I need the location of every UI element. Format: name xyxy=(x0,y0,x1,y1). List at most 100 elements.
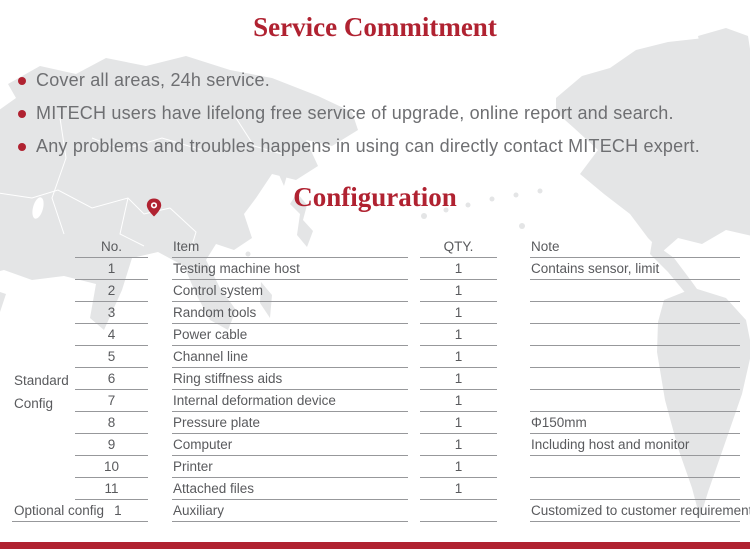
map-island xyxy=(465,202,471,208)
table-row: 5 Channel line 1 xyxy=(12,346,740,368)
cell-qty: 1 xyxy=(420,258,497,280)
red-dot-icon xyxy=(18,76,26,85)
col-gap xyxy=(148,346,172,368)
table-row: 9 Computer 1 Including host and monitor xyxy=(12,434,740,456)
col-gap xyxy=(497,280,530,302)
cell-qty: 1 xyxy=(420,280,497,302)
map-eurasia xyxy=(0,56,358,330)
header-item: Item xyxy=(172,236,408,258)
cell-qty: 1 xyxy=(420,302,497,324)
cell-note xyxy=(530,280,740,302)
map-island xyxy=(443,207,449,213)
col-gap xyxy=(148,434,172,456)
col-gap xyxy=(497,346,530,368)
service-bullet-list: Cover all areas, 24h service. MITECH user… xyxy=(18,64,700,163)
red-dot-icon xyxy=(18,142,26,151)
optional-group-label: Optional config xyxy=(14,503,105,518)
group-label-line: Standard xyxy=(14,373,69,388)
cell-note: Contains sensor, limit xyxy=(530,258,740,280)
col-gap xyxy=(408,390,420,412)
col-gap xyxy=(148,390,172,412)
bullet-item: Cover all areas, 24h service. xyxy=(18,64,700,97)
map-island xyxy=(519,223,525,229)
cell-group xyxy=(12,324,75,346)
table-row: Optional config 1 Auxiliary Customized to c… xyxy=(12,500,750,522)
col-gap xyxy=(408,434,420,456)
cell-note xyxy=(530,478,740,500)
cell-item: Auxiliary xyxy=(172,500,408,522)
cell-no: 6 xyxy=(75,368,148,390)
map-north-america xyxy=(556,38,750,252)
cell-group xyxy=(12,258,75,280)
table-row: 8 Pressure plate 1 Φ150mm xyxy=(12,412,740,434)
col-gap xyxy=(148,302,172,324)
cell-note xyxy=(530,456,740,478)
cell-group xyxy=(12,346,75,368)
location-pin-icon xyxy=(146,198,162,217)
cell-group xyxy=(12,434,75,456)
cell-item: Power cable xyxy=(172,324,408,346)
map-africa-sliver xyxy=(0,292,6,312)
header-group-spacer xyxy=(12,236,75,258)
configuration-title: Configuration xyxy=(293,182,457,212)
cell-no: 1 xyxy=(114,503,122,518)
table-row: 1 Testing machine host 1 Contains sensor, l… xyxy=(12,258,740,280)
cell-no: 2 xyxy=(75,280,148,302)
table-row: 6 Ring stiffness aids 1 xyxy=(12,368,740,390)
cell-qty: 1 xyxy=(420,434,497,456)
map-island xyxy=(513,192,519,198)
table-row: 3 Random tools 1 xyxy=(12,302,740,324)
col-gap xyxy=(497,258,530,280)
cell-item: Channel line xyxy=(172,346,408,368)
col-gap xyxy=(148,478,172,500)
bullet-text: MITECH users have lifelong free service … xyxy=(36,103,674,123)
map-philippines xyxy=(260,282,272,318)
cell-no: 7 xyxy=(75,390,148,412)
col-gap xyxy=(408,258,420,280)
cell-item: Testing machine host xyxy=(172,258,408,280)
col-gap xyxy=(148,258,172,280)
cell-qty: 1 xyxy=(420,346,497,368)
configuration-table: No. Item QTY. Note 1 Testing machine host… xyxy=(12,236,750,522)
cell-note xyxy=(530,368,740,390)
cell-group xyxy=(12,302,75,324)
cell-qty: 1 xyxy=(420,324,497,346)
col-gap xyxy=(148,324,172,346)
col-gap xyxy=(408,280,420,302)
col-gap xyxy=(408,302,420,324)
map-country-borders xyxy=(0,117,283,253)
table-row: 10 Printer 1 xyxy=(12,456,740,478)
map-island xyxy=(537,188,543,194)
map-caspian-sea xyxy=(32,197,44,219)
col-gap xyxy=(148,368,172,390)
cell-note xyxy=(530,302,740,324)
cell-group xyxy=(12,368,75,390)
bottom-accent-bar xyxy=(0,542,750,549)
bullet-text: Cover all areas, 24h service. xyxy=(36,70,270,90)
col-gap xyxy=(497,434,530,456)
cell-no: 11 xyxy=(75,478,148,500)
service-commitment-title: Service Commitment xyxy=(253,12,497,42)
cell-group xyxy=(12,412,75,434)
table-row: 4 Power cable 1 xyxy=(12,324,740,346)
col-gap xyxy=(497,456,530,478)
col-gap xyxy=(408,500,420,522)
col-gap xyxy=(408,368,420,390)
cell-qty: 1 xyxy=(420,478,497,500)
red-dot-icon xyxy=(18,109,26,118)
map-japan xyxy=(290,193,313,247)
col-gap xyxy=(497,412,530,434)
cell-qty: 1 xyxy=(420,412,497,434)
header-note: Note xyxy=(530,236,740,258)
group-label-line: Config xyxy=(14,395,54,411)
cell-item: Random tools xyxy=(172,302,408,324)
cell-group xyxy=(12,478,75,500)
cell-no: 8 xyxy=(75,412,148,434)
col-gap xyxy=(497,302,530,324)
map-central-america xyxy=(650,242,702,296)
map-sakhalin xyxy=(276,148,289,186)
col-gap xyxy=(497,500,530,522)
col-gap xyxy=(497,478,530,500)
cell-no: 9 xyxy=(75,434,148,456)
